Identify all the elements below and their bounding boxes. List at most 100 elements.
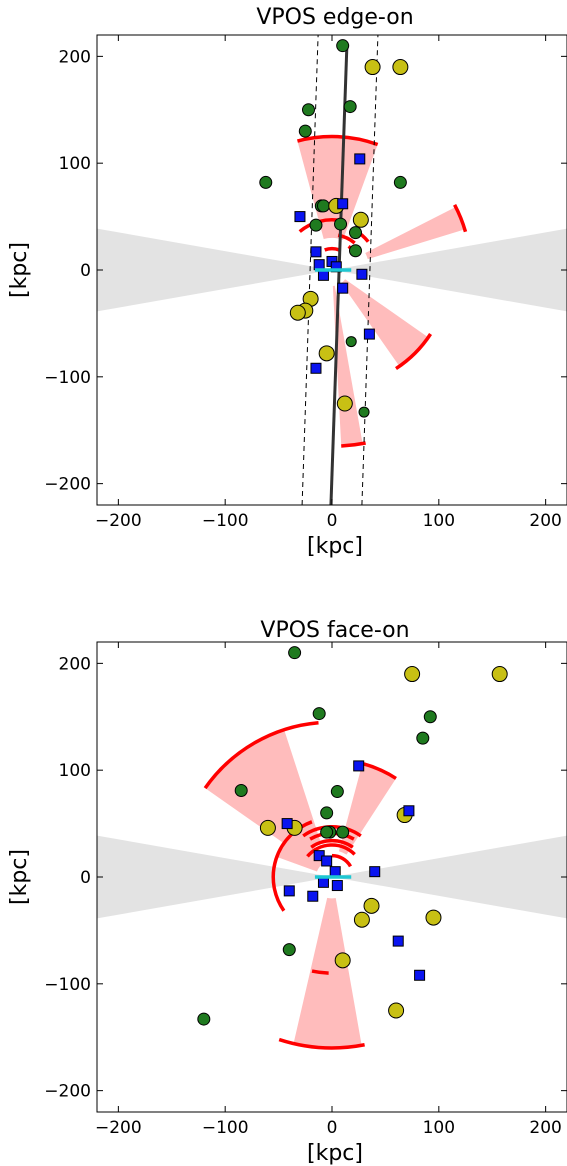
satellite-point bbox=[416, 731, 430, 745]
satellite-point bbox=[331, 880, 343, 892]
satellite-point bbox=[298, 124, 312, 138]
panel-edge-on: VPOS edge-on [kpc] [kpc] −200 −100 0 100 200… bbox=[7, 5, 567, 559]
y-tick-label: −100 bbox=[44, 368, 91, 388]
satellite-point bbox=[334, 952, 351, 969]
satellite-point bbox=[345, 336, 357, 348]
satellite-point bbox=[259, 175, 273, 189]
satellite-point bbox=[307, 890, 319, 902]
y-tick-label: 0 bbox=[80, 261, 91, 281]
x-axis-label: [kpc] bbox=[307, 1141, 363, 1166]
satellite-point bbox=[404, 666, 421, 683]
plane-thickness-line bbox=[301, 35, 319, 505]
wedge-arc bbox=[395, 333, 433, 371]
uncertainty-arc bbox=[310, 839, 354, 849]
satellite-point bbox=[310, 362, 322, 374]
plot-contents bbox=[97, 35, 567, 505]
satellite-point bbox=[289, 304, 306, 321]
satellite-point bbox=[392, 59, 409, 76]
wedge bbox=[338, 763, 396, 855]
satellite-point bbox=[425, 909, 442, 926]
satellite-point bbox=[393, 175, 407, 189]
x-tick-label: 100 bbox=[423, 1118, 455, 1138]
y-axis-label: [kpc] bbox=[7, 849, 32, 905]
x-tick-label: −100 bbox=[202, 511, 249, 531]
satellite-point bbox=[491, 666, 508, 683]
satellite-point bbox=[358, 406, 370, 418]
satellite-point bbox=[283, 885, 295, 897]
satellite-point bbox=[343, 100, 357, 114]
panel-face-on: VPOS face-on [kpc] [kpc] −200 −100 0 100 200… bbox=[7, 618, 567, 1166]
satellite-point bbox=[352, 211, 369, 228]
satellite-point bbox=[302, 103, 315, 117]
satellite-point bbox=[316, 199, 330, 213]
satellite-point bbox=[363, 328, 375, 340]
x-tick-label: 100 bbox=[423, 511, 455, 531]
satellite-point bbox=[234, 783, 248, 797]
satellite-point bbox=[320, 806, 334, 820]
y-axis-label: [kpc] bbox=[7, 242, 32, 298]
satellite-point bbox=[337, 282, 349, 294]
uncertainty-arc bbox=[311, 969, 329, 975]
x-tick-label: 0 bbox=[327, 511, 338, 531]
uncertainty-arc bbox=[306, 843, 356, 858]
satellite-point bbox=[363, 897, 380, 914]
x-axis-label: [kpc] bbox=[307, 534, 363, 559]
y-tick-label: 200 bbox=[59, 47, 91, 67]
wedge-arc bbox=[278, 1037, 365, 1050]
satellite-point bbox=[317, 876, 329, 888]
satellite-point bbox=[369, 866, 381, 878]
satellite-point bbox=[337, 198, 349, 210]
uncertainty-arc bbox=[337, 233, 356, 245]
satellite-point bbox=[320, 825, 334, 839]
satellite-point bbox=[336, 825, 350, 839]
plot-area: −200 −100 0 100 200 −200 −100 0 100 200 bbox=[44, 34, 567, 531]
best-fit-plane-line bbox=[329, 43, 349, 505]
satellite-point bbox=[423, 710, 437, 724]
plot-contents bbox=[97, 646, 567, 1050]
satellite-point bbox=[353, 760, 365, 772]
satellite-point bbox=[329, 866, 341, 878]
y-tick-label: 100 bbox=[59, 154, 91, 174]
wedge-arc bbox=[341, 441, 366, 448]
plane-thickness-line bbox=[361, 35, 379, 505]
satellite-point bbox=[330, 785, 344, 799]
satellite-point bbox=[321, 855, 333, 867]
satellite-point bbox=[197, 1012, 211, 1026]
satellite-point bbox=[414, 969, 426, 981]
y-tick-label: 100 bbox=[59, 761, 91, 781]
x-tick-label: −100 bbox=[202, 1118, 249, 1138]
satellite-point bbox=[310, 246, 322, 258]
obscured-region-left bbox=[97, 835, 332, 919]
satellite-point bbox=[281, 818, 293, 830]
chart-title: VPOS edge-on bbox=[256, 5, 413, 30]
satellite-point bbox=[353, 911, 370, 928]
satellite-point bbox=[403, 805, 415, 817]
satellite-point bbox=[282, 943, 296, 957]
x-tick-label: −200 bbox=[95, 1118, 142, 1138]
wedge-arc bbox=[453, 203, 468, 233]
satellite-point bbox=[312, 707, 326, 721]
satellite-point bbox=[336, 39, 350, 53]
plot-area: −200 −100 0 100 200 −200 −100 0 100 200 bbox=[44, 641, 567, 1138]
x-tick-label: 200 bbox=[529, 511, 561, 531]
obscured-region-right bbox=[332, 835, 567, 919]
chart-title: VPOS face-on bbox=[260, 618, 409, 643]
satellite-point bbox=[313, 259, 325, 271]
satellite-point bbox=[356, 268, 368, 280]
y-tick-label: −200 bbox=[44, 475, 91, 495]
satellite-point bbox=[317, 269, 329, 281]
uncertainty-arc bbox=[331, 853, 353, 868]
y-tick-label: −200 bbox=[44, 1082, 91, 1102]
satellite-point bbox=[349, 226, 362, 240]
satellite-point bbox=[309, 218, 323, 232]
uncertainty-arc bbox=[324, 246, 340, 252]
y-tick-label: 0 bbox=[80, 868, 91, 888]
satellite-point bbox=[388, 1002, 405, 1019]
obscured-region-left bbox=[97, 228, 332, 312]
wedge-arc bbox=[203, 720, 319, 790]
y-tick-label: 200 bbox=[59, 654, 91, 674]
x-tick-label: −200 bbox=[95, 511, 142, 531]
wedge-arc bbox=[296, 134, 379, 147]
satellite-point bbox=[288, 646, 302, 660]
satellite-point bbox=[354, 153, 366, 165]
